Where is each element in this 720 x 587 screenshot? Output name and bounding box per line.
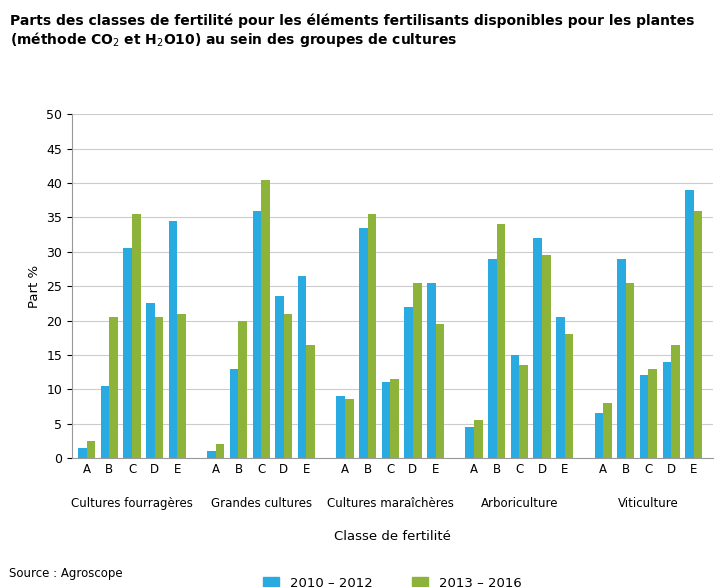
Bar bbox=[497, 224, 505, 458]
Bar bbox=[298, 276, 307, 458]
Bar bbox=[207, 451, 216, 458]
Text: Source : Agroscope: Source : Agroscope bbox=[9, 567, 122, 580]
Bar bbox=[177, 313, 186, 458]
Bar bbox=[155, 317, 163, 458]
Bar bbox=[345, 400, 354, 458]
Bar bbox=[595, 413, 603, 458]
Bar bbox=[275, 296, 284, 458]
Text: Parts des classes de fertilité pour les éléments fertilisants disponibles pour l: Parts des classes de fertilité pour les … bbox=[10, 13, 695, 49]
Bar bbox=[86, 441, 95, 458]
Bar bbox=[510, 355, 519, 458]
Bar bbox=[427, 283, 436, 458]
Bar bbox=[662, 362, 671, 458]
Bar bbox=[534, 238, 542, 458]
Text: Cultures fourragères: Cultures fourragères bbox=[71, 497, 193, 510]
Text: Classe de fertilité: Classe de fertilité bbox=[334, 530, 451, 543]
Bar bbox=[261, 180, 270, 458]
Bar bbox=[284, 313, 292, 458]
Bar bbox=[238, 321, 247, 458]
Bar bbox=[101, 386, 109, 458]
Bar bbox=[123, 248, 132, 458]
Text: Viticulture: Viticulture bbox=[618, 497, 679, 510]
Bar bbox=[390, 379, 399, 458]
Bar bbox=[556, 317, 564, 458]
Bar bbox=[359, 228, 368, 458]
Bar bbox=[564, 334, 573, 458]
Bar bbox=[694, 211, 703, 458]
Bar bbox=[146, 303, 155, 458]
Bar bbox=[413, 283, 421, 458]
Bar bbox=[542, 255, 551, 458]
Bar bbox=[474, 420, 482, 458]
Bar bbox=[640, 376, 649, 458]
Bar bbox=[626, 283, 634, 458]
Bar bbox=[132, 214, 140, 458]
Bar bbox=[336, 396, 345, 458]
Bar bbox=[436, 324, 444, 458]
Bar bbox=[405, 307, 413, 458]
Text: Grandes cultures: Grandes cultures bbox=[210, 497, 312, 510]
Bar bbox=[617, 259, 626, 458]
Bar bbox=[307, 345, 315, 458]
Text: Arboriculture: Arboriculture bbox=[481, 497, 558, 510]
Text: Cultures maraîchères: Cultures maraîchères bbox=[327, 497, 454, 510]
Bar bbox=[216, 444, 225, 458]
Bar bbox=[649, 369, 657, 458]
Bar bbox=[109, 317, 118, 458]
Bar bbox=[253, 211, 261, 458]
Legend: 2010 – 2012, 2013 – 2016: 2010 – 2012, 2013 – 2016 bbox=[258, 572, 526, 587]
Bar bbox=[671, 345, 680, 458]
Bar bbox=[78, 447, 86, 458]
Bar bbox=[382, 382, 390, 458]
Bar bbox=[519, 365, 528, 458]
Bar bbox=[168, 221, 177, 458]
Bar bbox=[603, 403, 612, 458]
Y-axis label: Part %: Part % bbox=[28, 265, 41, 308]
Bar bbox=[465, 427, 474, 458]
Bar bbox=[685, 190, 694, 458]
Bar bbox=[488, 259, 497, 458]
Bar bbox=[368, 214, 377, 458]
Bar bbox=[230, 369, 238, 458]
